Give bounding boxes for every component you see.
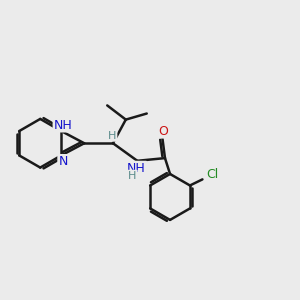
Text: O: O (158, 124, 168, 138)
Text: NH: NH (127, 162, 146, 175)
Text: H: H (128, 171, 137, 181)
Text: NH: NH (54, 118, 72, 131)
Text: Cl: Cl (206, 168, 218, 181)
Text: N: N (58, 155, 68, 168)
Text: H: H (108, 131, 116, 141)
